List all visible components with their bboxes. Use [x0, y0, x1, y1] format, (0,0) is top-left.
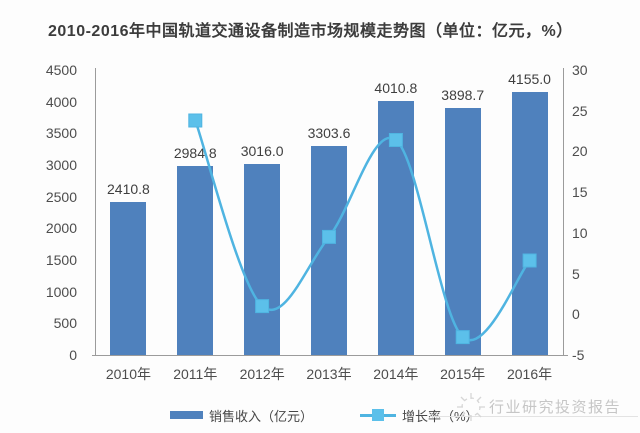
- watermark-text: 行业研究投资报告: [489, 399, 622, 416]
- y-tick-right: 10: [572, 224, 588, 241]
- bar-value-label: 4010.8: [374, 79, 418, 96]
- left-axis-line: [95, 68, 96, 356]
- y-tick-left: 0: [69, 347, 77, 363]
- y-tick-left: 3500: [45, 125, 77, 142]
- line-marker-icon: [372, 408, 384, 421]
- legend-item-revenue: 销售收入（亿元）: [170, 405, 313, 425]
- y-tick-left: 500: [53, 315, 77, 332]
- bar-value-label: 2984.8: [173, 144, 217, 161]
- bar-value-label: 3303.6: [307, 124, 351, 141]
- x-tick-2014: 2014年: [373, 366, 419, 382]
- x-tick-2015: 2015年: [440, 366, 486, 382]
- y-tick-left: 2500: [45, 188, 77, 205]
- bar-2012: [244, 163, 281, 355]
- growth-line-marker: [188, 113, 203, 128]
- bar-value-label: 4155.0: [508, 70, 551, 87]
- y-tick-right: 30: [572, 62, 588, 78]
- bar-2011: [177, 165, 214, 355]
- legend-label-revenue: 销售收入（亿元）: [209, 408, 314, 424]
- x-tick-2012: 2012年: [239, 366, 285, 382]
- x-tick-2010: 2010年: [105, 366, 151, 382]
- y-tick-right: -5: [572, 347, 585, 363]
- y-tick-right: 5: [572, 265, 580, 282]
- y-tick-right: 15: [572, 184, 588, 201]
- y-tick-left: 4000: [45, 93, 77, 110]
- y-tick-left: 1500: [45, 252, 77, 268]
- watermark: 行业研究投资报告: [430, 390, 640, 424]
- chart-title: 2010-2016年中国轨道交通设备制造市场规模走势图（单位：亿元，%）: [48, 23, 573, 40]
- y-tick-left: 1000: [45, 283, 77, 300]
- line-swatch-icon: [360, 408, 396, 421]
- bar-2014: [377, 100, 414, 355]
- watermark-underline: [430, 416, 638, 417]
- y-tick-right: 20: [572, 143, 588, 160]
- y-tick-left: 2000: [45, 220, 77, 237]
- y-tick-right: 25: [572, 102, 588, 119]
- bar-value-label: 2410.8: [107, 181, 150, 198]
- y-tick-left: 4500: [45, 62, 77, 78]
- y-tick-right: 0: [572, 306, 580, 323]
- x-tick-2016: 2016年: [506, 366, 553, 382]
- x-tick-2013: 2013年: [306, 366, 352, 382]
- bottom-axis-line: [92, 355, 568, 356]
- bar-value-label: 3898.7: [441, 87, 485, 104]
- bar-2016: [511, 91, 548, 355]
- bar-2013: [311, 145, 347, 355]
- bar-swatch-icon: [170, 411, 203, 419]
- right-axis-line: [563, 68, 564, 356]
- y-tick-left: 3000: [45, 157, 77, 173]
- bar-2015: [444, 108, 481, 355]
- bar-value-label: 3016.0: [240, 142, 284, 159]
- x-tick-2011: 2011年: [173, 366, 218, 382]
- bar-2010: [110, 202, 147, 355]
- snowflake-logo-icon: [457, 393, 485, 421]
